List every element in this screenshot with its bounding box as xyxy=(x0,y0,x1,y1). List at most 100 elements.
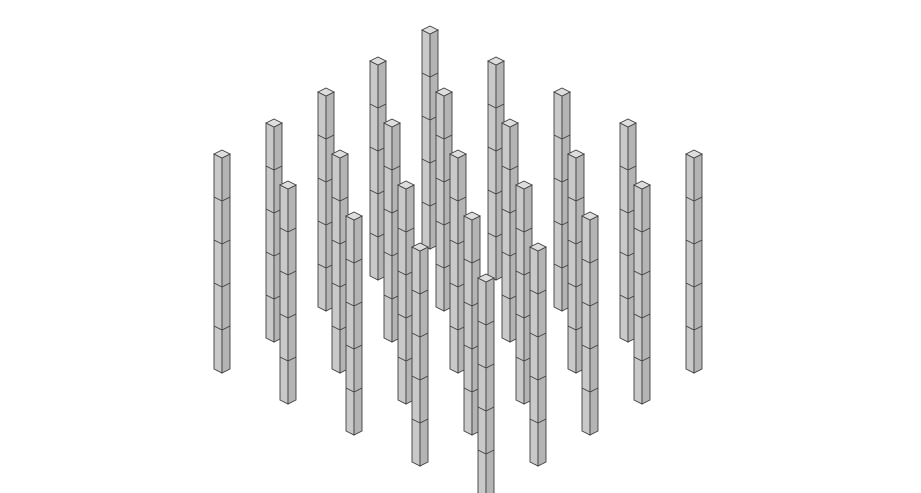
column-top-cap xyxy=(500,118,520,128)
segment-joint xyxy=(279,227,297,233)
segment-joint xyxy=(265,165,283,171)
segment-joint xyxy=(567,325,585,331)
segment-joint xyxy=(317,220,335,226)
segment-joint xyxy=(421,158,439,164)
segment-joint xyxy=(397,270,415,276)
column-left-face xyxy=(553,91,563,312)
column-left-face xyxy=(685,153,695,374)
segment-joint xyxy=(487,189,505,195)
segment-joint xyxy=(213,196,231,202)
segment-joint xyxy=(411,289,429,295)
segment-joint xyxy=(317,134,335,140)
segment-joint xyxy=(449,196,467,202)
column xyxy=(476,273,496,493)
segment-joint xyxy=(279,313,297,319)
segment-joint xyxy=(345,344,363,350)
column-right-face xyxy=(641,184,651,405)
segment-joint xyxy=(397,313,415,319)
segment-joint xyxy=(685,196,703,202)
segment-joint xyxy=(411,418,429,424)
segment-joint xyxy=(515,227,533,233)
segment-joint xyxy=(619,208,637,214)
segment-joint xyxy=(515,313,533,319)
segment-joint xyxy=(529,418,547,424)
segment-joint xyxy=(265,294,283,300)
segment-joint xyxy=(411,375,429,381)
column-top-cap xyxy=(410,242,430,252)
segment-joint xyxy=(477,449,495,455)
segment-joint xyxy=(633,270,651,276)
column-left-face xyxy=(633,184,643,405)
column-left-face xyxy=(529,246,539,467)
segment-joint xyxy=(383,208,401,214)
column-top-cap xyxy=(684,149,704,159)
segment-joint xyxy=(435,220,453,226)
column-top-cap xyxy=(486,56,506,66)
column-left-face xyxy=(213,153,223,374)
segment-joint xyxy=(421,201,439,207)
segment-joint xyxy=(449,239,467,245)
segment-joint xyxy=(619,165,637,171)
column xyxy=(278,180,298,405)
segment-joint xyxy=(331,239,349,245)
column xyxy=(580,211,600,436)
column-top-cap xyxy=(566,149,586,159)
segment-joint xyxy=(369,189,387,195)
column-right-face xyxy=(353,215,363,436)
segment-joint xyxy=(279,356,297,362)
segment-joint xyxy=(567,239,585,245)
column-left-face xyxy=(477,277,487,493)
column-top-cap xyxy=(528,242,548,252)
column xyxy=(566,149,586,374)
segment-joint xyxy=(515,270,533,276)
segment-joint xyxy=(515,356,533,362)
column-left-face xyxy=(369,60,379,281)
column-top-cap xyxy=(476,273,496,283)
column-top-cap xyxy=(344,211,364,221)
segment-joint xyxy=(463,258,481,264)
segment-joint xyxy=(265,251,283,257)
segment-joint xyxy=(553,263,571,269)
segment-joint xyxy=(501,294,519,300)
segment-joint xyxy=(383,251,401,257)
column-left-face xyxy=(567,153,577,374)
segment-joint xyxy=(619,251,637,257)
column-top-cap xyxy=(420,25,440,35)
segment-joint xyxy=(345,301,363,307)
column-top-cap xyxy=(632,180,652,190)
segment-joint xyxy=(411,332,429,338)
segment-joint xyxy=(685,239,703,245)
column-right-face xyxy=(589,215,599,436)
segment-joint xyxy=(619,294,637,300)
column-left-face xyxy=(411,246,421,467)
column xyxy=(410,242,430,467)
segment-joint xyxy=(553,177,571,183)
segment-joint xyxy=(213,239,231,245)
segment-joint xyxy=(435,263,453,269)
segment-joint xyxy=(487,146,505,152)
segment-joint xyxy=(397,356,415,362)
column-left-face xyxy=(435,91,445,312)
segment-joint xyxy=(501,251,519,257)
column-left-face xyxy=(279,184,289,405)
column-left-face xyxy=(383,122,393,343)
column-top-cap xyxy=(448,149,468,159)
segment-joint xyxy=(345,258,363,264)
segment-joint xyxy=(463,344,481,350)
segment-joint xyxy=(421,72,439,78)
segment-joint xyxy=(477,406,495,412)
column-top-cap xyxy=(618,118,638,128)
column-top-cap xyxy=(462,211,482,221)
segment-joint xyxy=(477,320,495,326)
column-left-face xyxy=(449,153,459,374)
column-left-face xyxy=(331,153,341,374)
column-top-cap xyxy=(514,180,534,190)
segment-joint xyxy=(463,387,481,393)
segment-joint xyxy=(449,282,467,288)
segment-joint xyxy=(581,387,599,393)
segment-joint xyxy=(449,325,467,331)
column-left-face xyxy=(487,60,497,281)
segment-joint xyxy=(463,301,481,307)
column-left-face xyxy=(317,91,327,312)
column-left-face xyxy=(515,184,525,405)
